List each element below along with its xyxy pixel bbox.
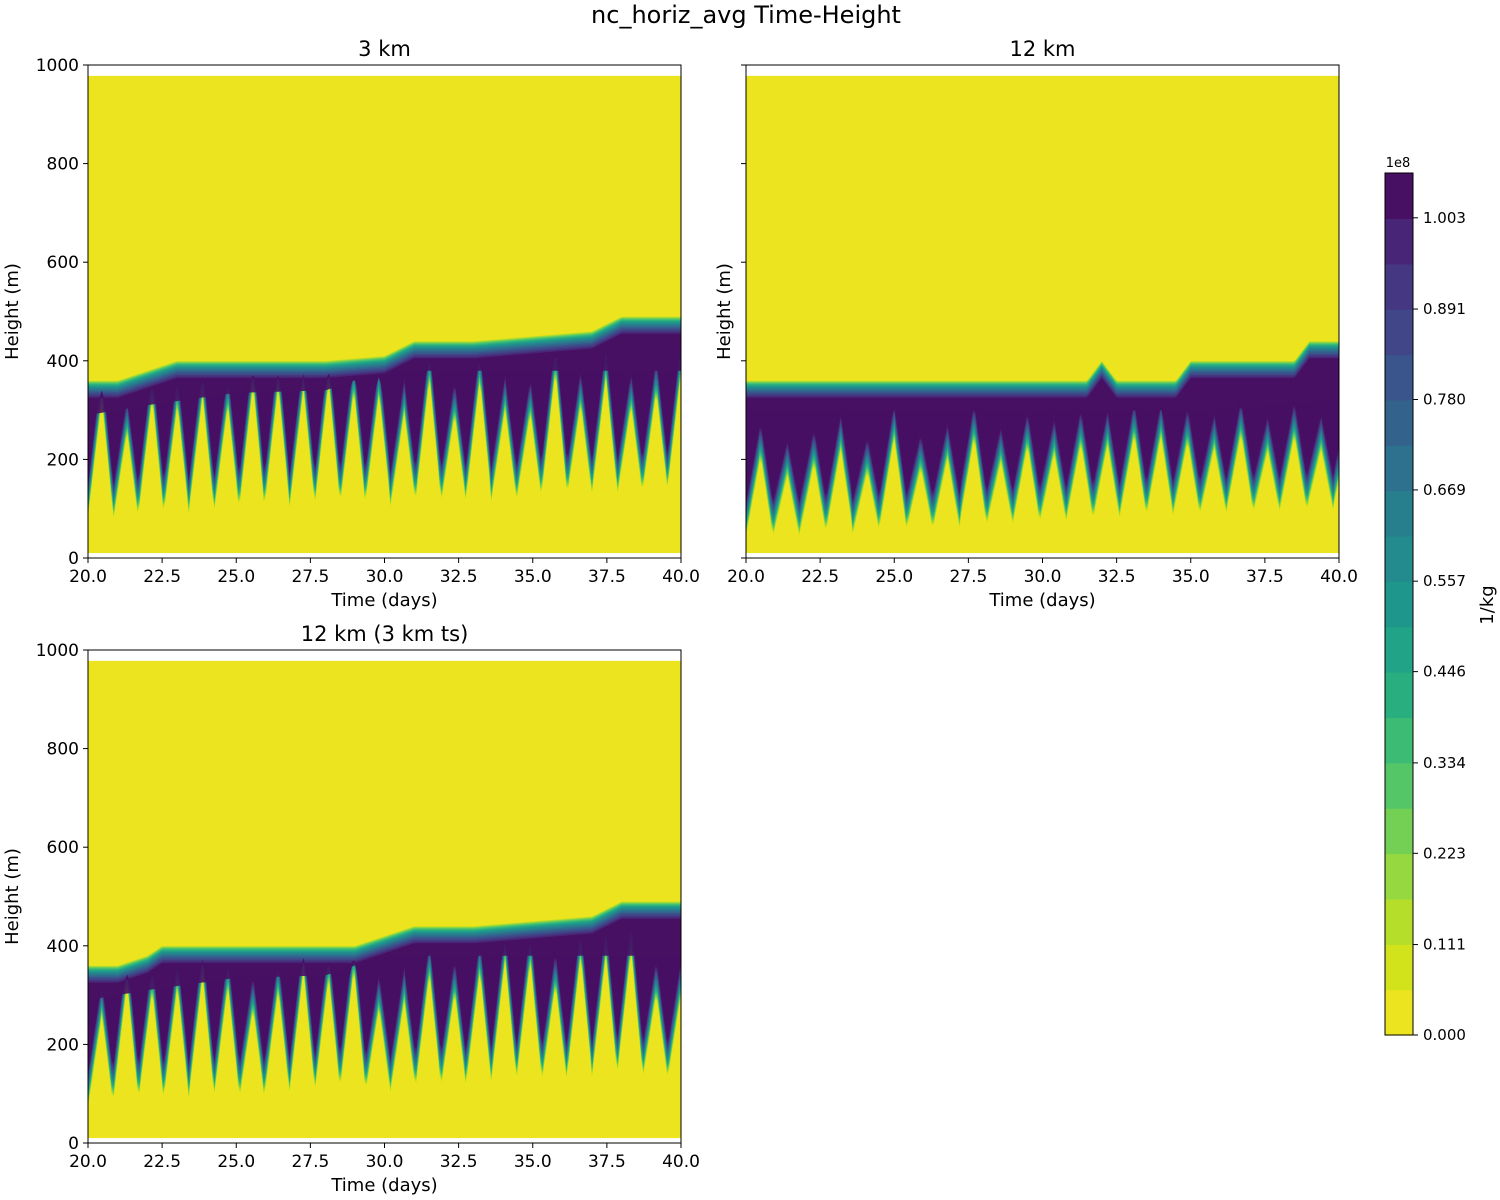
panel-12km_3kmts: 20.0 22.5 25.0 27.5 30.0 32.5 35.0 37.5 40.0 0 200… — [2, 622, 700, 1196]
colorbar-segment — [1385, 581, 1413, 628]
colorbar-segment — [1385, 672, 1413, 719]
plot-area-3km — [88, 75, 681, 554]
x-tick-label: 22.5 — [801, 567, 839, 587]
colorbar-segment — [1385, 853, 1413, 900]
panel-title: 12 km — [1009, 37, 1075, 61]
x-tick-label: 27.5 — [949, 567, 987, 587]
colorbar-segment — [1385, 989, 1413, 1036]
x-tick-label: 25.0 — [217, 567, 255, 587]
y-tick-label: 200 — [47, 450, 79, 470]
colorbar: 0.000 0.111 0.223 0.334 0.446 0.557 0.669 0.780… — [1384, 172, 1466, 1044]
x-tick-label: 32.5 — [1098, 567, 1136, 587]
colorbar-tick-label: 1.003 — [1423, 209, 1466, 227]
colorbar-exponent: 1e8 — [1386, 156, 1411, 171]
panel-title: 3 km — [358, 37, 411, 61]
panels: 20.0 22.5 25.0 27.5 30.0 32.5 35.0 37.5 40.0 0 200… — [2, 37, 1358, 1196]
colorbar-tick-label: 0.111 — [1423, 936, 1466, 954]
colorbar-tick-label: 0.223 — [1423, 844, 1466, 862]
x-tick-label: 40.0 — [662, 567, 700, 587]
x-axis-label: Time (days) — [988, 590, 1095, 611]
colorbar-segment — [1385, 445, 1413, 492]
colorbar-label: 1/kg — [1477, 585, 1498, 624]
y-tick-label: 1000 — [36, 641, 79, 661]
y-tick-label: 600 — [47, 253, 79, 273]
x-tick-label: 30.0 — [366, 567, 404, 587]
x-axis-label: Time (days) — [330, 590, 437, 611]
colorbar-segment — [1385, 944, 1413, 991]
colorbar-segment — [1385, 490, 1413, 537]
y-tick-label: 1000 — [36, 56, 79, 76]
colorbar-tick-label: 0.446 — [1423, 663, 1466, 681]
y-tick-label: 600 — [47, 838, 79, 858]
y-tick-label: 0 — [68, 1134, 79, 1154]
colorbar-tick-label: 0.557 — [1423, 572, 1466, 590]
x-tick-label: 35.0 — [514, 567, 552, 587]
x-tick-label: 30.0 — [1024, 567, 1062, 587]
colorbar-segment — [1385, 626, 1413, 673]
colorbar-segment — [1385, 762, 1413, 809]
x-tick-label: 20.0 — [69, 1152, 107, 1172]
colorbar-tick-label: 0.669 — [1423, 481, 1466, 499]
contour-core — [88, 924, 681, 1066]
y-axis-label: Height (m) — [2, 848, 23, 945]
colorbar-segment — [1385, 535, 1413, 582]
y-tick-label: 800 — [47, 740, 79, 760]
colorbar-segment — [1385, 399, 1413, 446]
contour-core — [88, 341, 681, 477]
x-tick-label: 37.5 — [1246, 567, 1284, 587]
x-tick-label: 22.5 — [143, 1152, 181, 1172]
y-axis-label: Height (m) — [714, 263, 735, 360]
colorbar-tick-label: 0.334 — [1423, 754, 1466, 772]
colorbar-segment — [1385, 354, 1413, 401]
colorbar-tick-label: 0.780 — [1423, 390, 1466, 408]
colorbar-segment — [1385, 717, 1413, 764]
plot-area-12km_3kmts — [88, 660, 681, 1139]
y-tick-label: 400 — [47, 937, 79, 957]
panel-12km: 20.0 22.5 25.0 27.5 30.0 32.5 35.0 37.5 40.0 12 k… — [714, 37, 1358, 611]
x-axis-label: Time (days) — [330, 1175, 437, 1196]
x-tick-label: 37.5 — [588, 567, 626, 587]
y-tick-label: 200 — [47, 1035, 79, 1055]
y-tick-label: 400 — [47, 352, 79, 372]
x-tick-label: 35.0 — [1172, 567, 1210, 587]
colorbar-segment — [1385, 218, 1413, 265]
y-tick-label: 800 — [47, 155, 79, 175]
colorbar-tick-label: 0.000 — [1423, 1026, 1466, 1044]
x-tick-label: 32.5 — [440, 567, 478, 587]
plot-area-12km — [746, 75, 1339, 554]
colorbar-segment — [1385, 173, 1413, 219]
x-tick-label: 25.0 — [875, 567, 913, 587]
colorbar-tick-label: 0.891 — [1423, 300, 1466, 318]
y-tick-label: 0 — [68, 549, 79, 569]
contour-core — [746, 396, 1339, 495]
panel-3km: 20.0 22.5 25.0 27.5 30.0 32.5 35.0 37.5 40.0 0 200… — [2, 37, 700, 611]
colorbar-frame — [1384, 172, 1414, 1036]
x-tick-label: 27.5 — [291, 567, 329, 587]
x-tick-label: 40.0 — [1320, 567, 1358, 587]
x-tick-label: 22.5 — [143, 567, 181, 587]
panel-title: 12 km (3 km ts) — [301, 622, 469, 646]
y-axis-label: Height (m) — [2, 263, 23, 360]
colorbar-segment — [1385, 808, 1413, 855]
x-tick-label: 30.0 — [366, 1152, 404, 1172]
x-tick-label: 35.0 — [514, 1152, 552, 1172]
colorbar-segment — [1385, 309, 1413, 356]
x-tick-label: 37.5 — [588, 1152, 626, 1172]
colorbar-segment — [1385, 898, 1413, 945]
figure-title: nc_horiz_avg Time-Height — [591, 1, 901, 29]
x-tick-label: 20.0 — [69, 567, 107, 587]
x-tick-label: 27.5 — [291, 1152, 329, 1172]
x-tick-label: 25.0 — [217, 1152, 255, 1172]
colorbar-segment — [1385, 263, 1413, 310]
x-tick-label: 32.5 — [440, 1152, 478, 1172]
x-tick-label: 20.0 — [727, 567, 765, 587]
x-tick-label: 40.0 — [662, 1152, 700, 1172]
